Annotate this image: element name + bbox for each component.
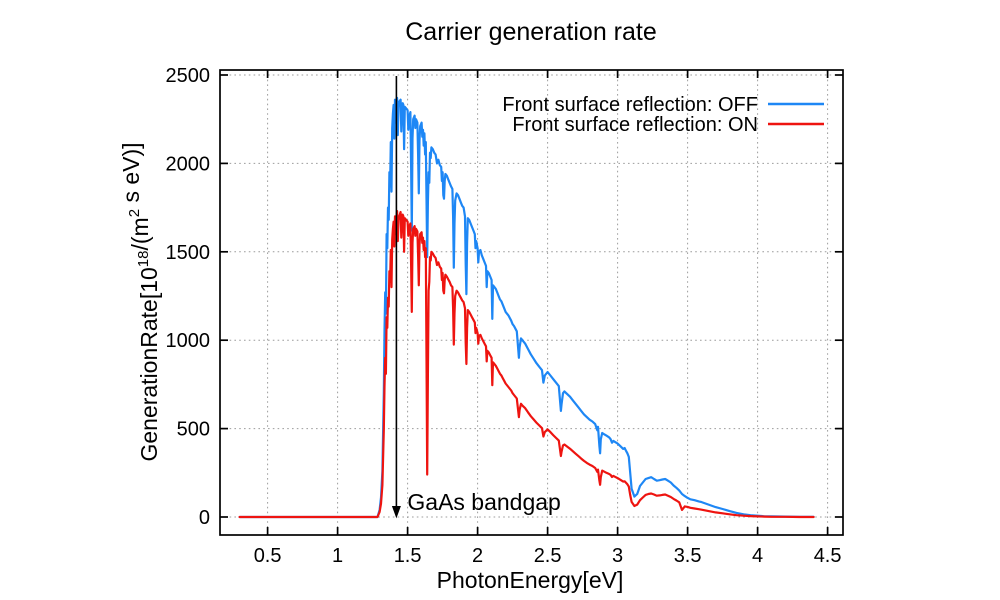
x-tick-label: 4.5: [814, 545, 842, 567]
x-tick-label: 3.5: [674, 545, 702, 567]
y-tick-label: 2500: [166, 65, 211, 87]
plot-border: [219, 69, 844, 536]
x-tick-label: 3: [612, 545, 623, 567]
x-tick-label: 1: [332, 545, 343, 567]
x-tick-label: 4: [752, 545, 763, 567]
legend-label-reflection-off: Front surface reflection: OFF: [502, 94, 758, 116]
tick-layer: [220, 70, 843, 535]
series-line-reflection-on: [238, 210, 815, 519]
y-axis-label-superscript: 18: [135, 250, 152, 267]
y-tick-label: 0: [199, 507, 210, 529]
chart-title: Carrier generation rate: [405, 18, 657, 46]
bandgap-arrow-head-icon: [391, 506, 401, 519]
y-tick-label: 1000: [166, 330, 211, 352]
x-tick-label: 2.5: [534, 545, 562, 567]
y-axis-label-segment: s eV)]: [118, 142, 144, 208]
y-axis-label-segment: GenerationRate[10: [136, 267, 162, 461]
legend: Front surface reflection: OFF Front surf…: [502, 94, 824, 136]
x-tick-label: 1.5: [394, 545, 422, 567]
legend-label-reflection-on: Front surface reflection: ON: [512, 114, 758, 136]
x-tick-label: 0.5: [254, 545, 282, 567]
grid-layer: [220, 70, 843, 535]
x-axis-label: PhotonEnergy[eV]: [437, 567, 624, 593]
y-tick-label: 500: [177, 419, 210, 441]
x-tick-label: 2: [472, 545, 483, 567]
y-axis-label-segment: /(m: [127, 217, 153, 250]
series-line-reflection-off: [238, 96, 815, 519]
tick-label-layer: 0.5 1 1.5 2 2.5 3 3.5 4 4.5 0 500 1000 1500 2000 2500: [166, 65, 842, 567]
bandgap-annotation-label: GaAs bandgap: [407, 489, 560, 515]
bandgap-annotation: GaAs bandgap: [391, 75, 561, 519]
series-layer: [238, 96, 815, 519]
y-axis-label-superscript: 2: [126, 209, 143, 217]
y-axis-label: GenerationRate[1018/(m2 s eV)]: [118, 142, 162, 461]
y-tick-label: 1500: [166, 242, 211, 264]
y-tick-label: 2000: [166, 153, 211, 175]
